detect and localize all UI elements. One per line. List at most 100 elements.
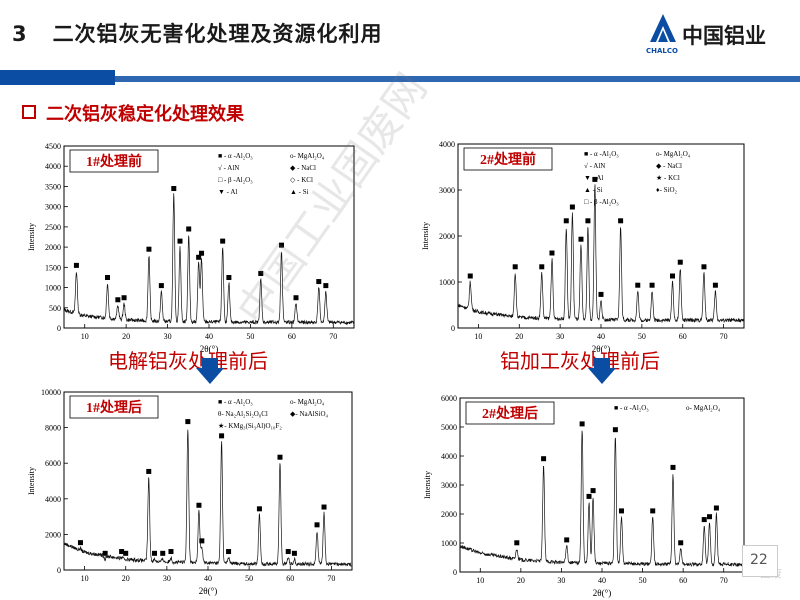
x-tick-label: 10 [81,332,89,341]
page-number: 22 [750,552,768,568]
panel-label: 2#处理前 [480,151,536,168]
peak-marker [323,283,329,289]
legend-entry: □ - β -Al₂O₃ [218,176,253,184]
x-axis-label: 2θ(°) [199,586,217,596]
peak-marker [293,295,299,301]
y-tick-label: 0 [451,324,455,333]
legend-entry: ◆- NaAlSiO₄ [290,410,329,418]
x-tick-label: 70 [327,574,335,583]
peak-marker [701,264,707,270]
plot-frame [457,143,745,329]
peak-marker [539,264,545,270]
legend-entry: ◇ - KCl [290,176,313,184]
peak-marker [196,502,202,508]
xrd-chart-2: 0 1000 2000 3000 4000 10 20 30 40 50 60 70 2θ(°) Inte… [421,140,745,354]
x-axis-label: 2θ(°) [592,344,610,354]
y-tick-label: 0 [57,566,61,575]
x-tick-label: 40 [597,332,605,341]
y-axis-label: Intensity [423,471,432,499]
peak-marker [590,488,596,494]
peak-marker [592,176,598,182]
legend-entry: ★- KMg₃(Si₃Al)O₁₀F₂ [218,422,282,430]
x-tick-label: 10 [474,332,482,341]
y-tick-label: 2000 [45,243,61,252]
y-tick-label: 1500 [45,263,61,272]
peak-marker [146,246,152,252]
legend-entry: θ- Na₂Al₂Si₂O₈Cl [218,410,268,418]
header-bar-line [115,76,800,82]
peak-marker [579,421,585,427]
peak-marker [73,262,79,268]
x-tick-label: 20 [515,332,523,341]
peak-marker [102,550,108,556]
peak-marker [177,238,183,244]
legend-entry: ■ - α -Al₂O₃ [614,404,649,412]
x-axis-label: 2θ(°) [593,588,611,598]
peak-marker [578,236,584,242]
legend-entry: √ - AlN [218,164,239,172]
x-tick-label: 60 [679,576,687,585]
legend-entry: ▲ - Si [290,188,309,196]
legend-entry: ■ - α -Al₂O₃ [584,150,619,158]
peak-marker [541,456,547,462]
y-tick-label: 4000 [45,495,61,504]
panel-label: 1#处理前 [86,153,142,170]
legend-entry: ▼ - Al [584,174,603,182]
legend-entry: ◆ - NaCl [290,164,316,172]
x-tick-label: 50 [246,332,254,341]
y-tick-label: 1000 [441,539,457,548]
peak-marker [618,218,624,224]
slide-title-text: 二次铝灰无害化处理及资源化利用 [52,22,383,46]
peak-marker [701,517,707,523]
panel-label: 2#处理后 [482,405,538,422]
x-tick-label: 20 [122,332,130,341]
y-tick-label: 4000 [439,140,455,149]
page-number-box [742,545,778,577]
peak-marker [618,508,624,514]
peak-marker [105,275,110,281]
y-tick-label: 3000 [439,186,455,195]
y-tick-label: 6000 [441,394,457,403]
y-tick-label: 5000 [441,423,457,432]
y-tick-label: 1000 [45,284,61,293]
y-tick-label: 0 [57,324,61,333]
y-axis-label: Intensity [27,467,36,495]
arrow-down-icon [588,358,616,384]
y-tick-label: 4000 [45,162,61,171]
y-axis-label: Intensity [421,222,430,250]
peak-marker [123,550,129,556]
peak-marker [549,250,555,256]
section-heading: 二次铝灰稳定化处理效果 [46,104,244,125]
y-tick-label: 0 [453,568,457,577]
panel-label-box [69,149,159,173]
x-tick-label: 50 [245,574,253,583]
peak-marker [196,254,202,260]
arrow-down-icon [196,358,224,384]
x-tick-label: 40 [204,574,212,583]
peak-marker [670,273,675,279]
y-tick-label: 10000 [41,388,61,397]
y-tick-label: 2000 [439,232,455,241]
peak-marker [226,275,232,281]
legend-entry: o- MgAl₂O₄ [290,398,325,406]
peak-marker [585,218,591,224]
peak-marker [160,550,166,556]
peak-marker [185,419,191,425]
legend-entry: ♦- SiO₂ [656,186,678,194]
peak-marker [186,226,192,232]
y-tick-label: 3000 [45,203,61,212]
peak-marker [291,550,297,556]
peak-marker [598,291,604,297]
peak-marker [152,550,158,556]
x-tick-label: 10 [81,574,89,583]
legend-entry: o- MgAl₂O₄ [656,150,691,158]
y-tick-label: 3000 [441,481,457,490]
x-tick-label: 40 [598,576,606,585]
panel-label-box [463,147,553,171]
x-tick-label: 50 [639,576,647,585]
xrd-chart-3: 0 2000 4000 6000 8000 10000 10 20 30 40 50 60 70 2θ(°… [27,388,353,596]
peak-marker [314,522,320,528]
peak-marker [321,504,327,510]
x-tick-label: 30 [163,574,171,583]
peak-marker [277,454,283,460]
